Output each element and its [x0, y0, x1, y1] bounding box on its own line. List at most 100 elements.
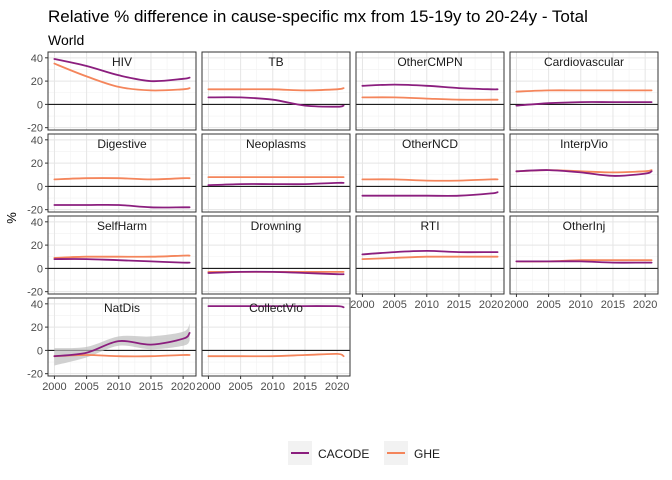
- y-axis-label: %: [4, 212, 19, 224]
- panel-background: [202, 134, 350, 212]
- panel-border: [509, 133, 659, 213]
- y-tick-label: -20: [27, 123, 43, 135]
- panel-title: InterpVio: [560, 137, 608, 151]
- panel-background: [356, 216, 504, 294]
- series-line-cacode: [515, 260, 653, 264]
- series-line-cacode: [53, 203, 191, 209]
- panel-otherinj: OtherInj 2000 2005 2010 2015 2020: [504, 215, 659, 311]
- panel-title: OtherNCD: [402, 137, 458, 151]
- chart-title: Relative % difference in cause-specific …: [48, 7, 588, 26]
- y-tick-label: 0: [37, 181, 43, 193]
- x-tick-label: 2000: [350, 299, 374, 311]
- y-tick-label: 20: [31, 240, 43, 252]
- y-tick-label: 0: [37, 345, 43, 357]
- panel-otherncd: OtherNCD: [355, 133, 505, 213]
- y-tick-label: 20: [31, 76, 43, 88]
- y-tick-label: -20: [27, 287, 43, 299]
- panel-title: Digestive: [97, 137, 147, 151]
- x-tick-label: 2000: [504, 299, 528, 311]
- series-line-ghe: [53, 62, 191, 92]
- panel-border: [355, 51, 505, 131]
- x-tick-label: 2015: [139, 381, 163, 393]
- panel-border: [47, 297, 197, 377]
- x-tick-label: 2015: [293, 381, 317, 393]
- y-tick-label: 40: [31, 217, 43, 229]
- x-tick-label: 2005: [74, 381, 98, 393]
- series-line-cacode: [361, 83, 499, 91]
- legend: CACODE GHE: [288, 441, 440, 465]
- panel-title: TB: [268, 55, 283, 69]
- panel-title: OtherCMPN: [397, 55, 462, 69]
- x-tick-label: 2020: [479, 299, 503, 311]
- panel-background: [202, 216, 350, 294]
- panel-border: [509, 51, 659, 131]
- x-tick-label: 2020: [325, 381, 349, 393]
- y-tick-label: 40: [31, 135, 43, 147]
- y-tick-label: 0: [37, 99, 43, 111]
- panel-background: [202, 52, 350, 130]
- panel-border: [355, 133, 505, 213]
- x-tick-label: 2015: [601, 299, 625, 311]
- panel-background: [48, 134, 196, 212]
- series-line-cacode: [53, 58, 191, 83]
- series-line-cacode: [53, 258, 191, 264]
- y-tick-label: 20: [31, 322, 43, 334]
- series-line-ghe: [207, 87, 345, 92]
- panel-cardiovascular: Cardiovascular: [509, 51, 659, 131]
- series-line-ghe: [515, 89, 653, 93]
- series-line-cacode: [53, 332, 191, 358]
- y-tick-label: -20: [27, 205, 43, 217]
- series-line-ghe: [53, 354, 191, 358]
- series-line-ghe: [53, 254, 191, 259]
- series-line-ghe: [207, 352, 345, 358]
- panel-title: Neoplasms: [246, 137, 306, 151]
- series-line-cacode: [207, 305, 345, 309]
- y-tick-label: 40: [31, 299, 43, 311]
- panel-rti: RTI 2000 2005 2010 2015 2020: [350, 215, 505, 311]
- series-line-ghe: [361, 178, 499, 182]
- y-tick-label: 20: [31, 158, 43, 170]
- y-tick-label: 0: [37, 263, 43, 275]
- panel-border: [47, 51, 197, 131]
- panel-border: [47, 133, 197, 213]
- panel-collectvio: CollectVio 2000 2005 2010 2015 2020: [196, 297, 351, 393]
- panel-title: RTI: [420, 219, 439, 233]
- panel-title: HIV: [112, 55, 132, 69]
- series-line-cacode: [207, 270, 345, 276]
- panel-border: [47, 215, 197, 295]
- panel-border: [509, 215, 659, 295]
- chart-subtitle: World: [48, 32, 85, 48]
- panel-background: [48, 216, 196, 294]
- panel-title: Cardiovascular: [544, 55, 624, 69]
- x-tick-label: 2010: [569, 299, 593, 311]
- x-tick-label: 2020: [633, 299, 657, 311]
- legend-label-ghe: GHE: [414, 447, 440, 461]
- x-tick-label: 2010: [415, 299, 439, 311]
- series-line-cacode: [515, 101, 653, 107]
- series-line-cacode: [207, 181, 345, 187]
- x-tick-label: 2010: [261, 381, 285, 393]
- panel-hiv: HIV -20 0 20 40: [27, 51, 197, 135]
- series-line-cacode: [207, 96, 345, 108]
- panel-border: [201, 297, 351, 377]
- panel-title: Drowning: [251, 219, 302, 233]
- series-line-ghe: [361, 96, 499, 101]
- legend-label-cacode: CACODE: [318, 447, 369, 461]
- x-tick-label: 2005: [382, 299, 406, 311]
- x-tick-label: 2005: [228, 381, 252, 393]
- series-line-cacode: [361, 249, 499, 256]
- panel-digestive: Digestive -20 0 20 40: [27, 133, 197, 217]
- panel-background: [202, 298, 350, 376]
- panel-border: [201, 133, 351, 213]
- panel-title: OtherInj: [563, 219, 606, 233]
- x-tick-label: 2020: [171, 381, 195, 393]
- panel-tb: TB: [201, 51, 351, 131]
- panel-border: [201, 215, 351, 295]
- series-line-ghe: [53, 177, 191, 181]
- panel-background: [510, 216, 658, 294]
- x-tick-label: 2005: [536, 299, 560, 311]
- panel-natdis: NatDis -20 0 20 40 2000 2005 2010 2015 2020: [27, 297, 197, 393]
- panel-othercmpn: OtherCMPN: [355, 51, 505, 131]
- series-line-cacode: [515, 169, 653, 177]
